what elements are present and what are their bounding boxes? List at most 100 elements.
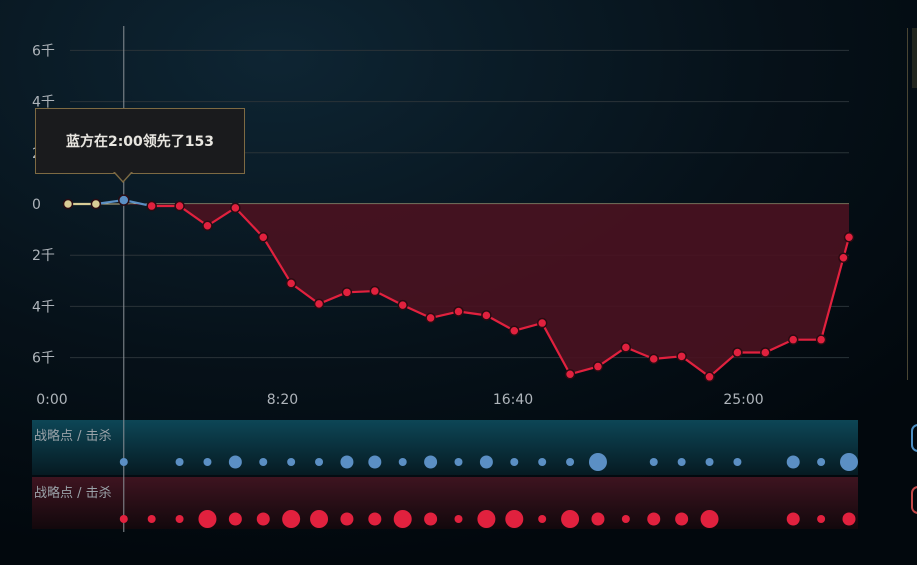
data-point-28 <box>838 252 849 264</box>
data-point-11 <box>369 285 381 297</box>
data-point-8 <box>285 278 297 289</box>
x-tick-label-0: 0:00 <box>36 392 67 408</box>
data-point-16 <box>509 325 520 336</box>
side-panel-scroll[interactable] <box>912 28 917 88</box>
blue-event-dot-17 <box>649 458 658 466</box>
tooltip-text: 蓝方在2:00领先了153 <box>65 134 215 150</box>
data-point-25 <box>760 347 771 358</box>
y-tick-label-0: 6千 <box>32 43 55 59</box>
series-segment-8 <box>290 282 320 305</box>
red-event-dot-0 <box>119 515 128 523</box>
blue-event-dot-18 <box>677 458 686 466</box>
series-segment-5 <box>206 206 236 227</box>
blue-event-dot-3 <box>228 455 242 469</box>
blue-event-dot-4 <box>259 458 268 466</box>
series-segment-23 <box>708 351 739 378</box>
blue-event-dot-1 <box>175 458 184 466</box>
blue-event-dot-22 <box>817 458 826 466</box>
series-segment-15 <box>485 314 515 332</box>
red-event-dot-2 <box>175 515 184 523</box>
y-tick-label-1: 4千 <box>32 95 55 111</box>
series-segment-19 <box>597 346 627 368</box>
blue-team-icon <box>911 424 917 452</box>
red-event-dot-9 <box>368 512 382 526</box>
x-tick-label-1: 8:20 <box>267 392 298 408</box>
red-event-dot-19 <box>647 512 661 526</box>
data-point-27 <box>815 334 827 345</box>
data-point-24 <box>732 347 743 358</box>
red-event-dot-16 <box>561 510 580 528</box>
data-point-4 <box>174 200 185 212</box>
series-segment-27 <box>820 257 845 340</box>
blue-event-dot-23 <box>840 453 858 471</box>
data-point-7 <box>258 232 269 243</box>
data-point-22 <box>676 351 687 362</box>
blue-event-dot-15 <box>566 458 575 466</box>
series-segment-7 <box>262 236 293 284</box>
red-lead-area <box>68 204 849 377</box>
series-segment-6 <box>234 207 265 239</box>
x-tick-label-3: 25:00 <box>723 392 763 408</box>
data-point-12 <box>397 299 408 311</box>
data-point-10 <box>341 287 353 298</box>
data-point-29 <box>843 232 855 243</box>
data-point-14 <box>453 306 464 317</box>
y-tick-label-4: 2千 <box>32 248 55 264</box>
red-event-dot-12 <box>454 515 463 523</box>
data-point-5 <box>202 220 213 232</box>
data-point-15 <box>481 310 492 321</box>
blue-event-dot-0 <box>119 458 128 466</box>
blue-band-label: 战略点 / 击杀 <box>34 429 112 444</box>
red-event-dot-14 <box>505 510 524 528</box>
red-event-dot-11 <box>424 512 438 526</box>
data-point-19 <box>592 361 604 372</box>
y-tick-label-6: 6千 <box>32 351 55 367</box>
red-event-dot-8 <box>340 512 354 526</box>
series-segment-17 <box>541 322 572 375</box>
red-band-label: 战略点 / 击杀 <box>34 486 112 501</box>
red-event-dot-1 <box>147 515 156 523</box>
side-panel-edge <box>907 28 917 380</box>
blue-event-dot-16 <box>588 453 607 471</box>
red-event-dot-24 <box>842 512 856 526</box>
data-point-21 <box>648 353 659 365</box>
data-point-17 <box>536 317 548 329</box>
blue-event-dot-14 <box>538 458 547 466</box>
data-point-3 <box>146 200 157 212</box>
blue-event-dot-9 <box>398 458 407 466</box>
blue-event-dot-7 <box>340 455 354 469</box>
blue-event-dot-20 <box>733 458 742 466</box>
blue-event-band <box>32 420 858 475</box>
blue-event-dot-6 <box>315 458 324 466</box>
data-point-13 <box>425 312 436 324</box>
blue-event-dot-11 <box>454 458 463 466</box>
blue-event-dot-2 <box>203 458 212 466</box>
y-tick-label-5: 4千 <box>32 299 55 315</box>
blue-event-dot-10 <box>424 455 438 469</box>
tooltip: 蓝方在2:00领先了153 <box>35 108 245 174</box>
blue-event-dot-21 <box>786 455 800 469</box>
x-tick-label-2: 16:40 <box>493 392 533 408</box>
blue-event-dot-13 <box>510 458 519 466</box>
blue-event-dot-12 <box>479 455 493 469</box>
red-event-dot-13 <box>477 510 496 528</box>
red-team-icon <box>911 486 917 514</box>
data-point-23 <box>704 371 715 383</box>
data-point-20 <box>620 342 632 353</box>
blue-event-dot-19 <box>705 458 714 466</box>
red-event-dot-10 <box>393 510 412 528</box>
red-event-dot-23 <box>817 515 826 523</box>
red-event-dot-15 <box>538 515 547 523</box>
data-point-2 <box>118 194 130 206</box>
red-event-band <box>32 477 858 529</box>
data-point-9 <box>313 298 325 310</box>
series-segment-4 <box>178 205 209 227</box>
red-event-dot-7 <box>310 510 329 528</box>
data-point-18 <box>564 368 576 380</box>
data-point-1 <box>90 198 102 210</box>
red-event-dot-22 <box>786 512 800 526</box>
blue-event-dot-8 <box>368 455 382 469</box>
series-segment-22 <box>680 355 711 378</box>
red-event-dot-17 <box>591 512 605 526</box>
